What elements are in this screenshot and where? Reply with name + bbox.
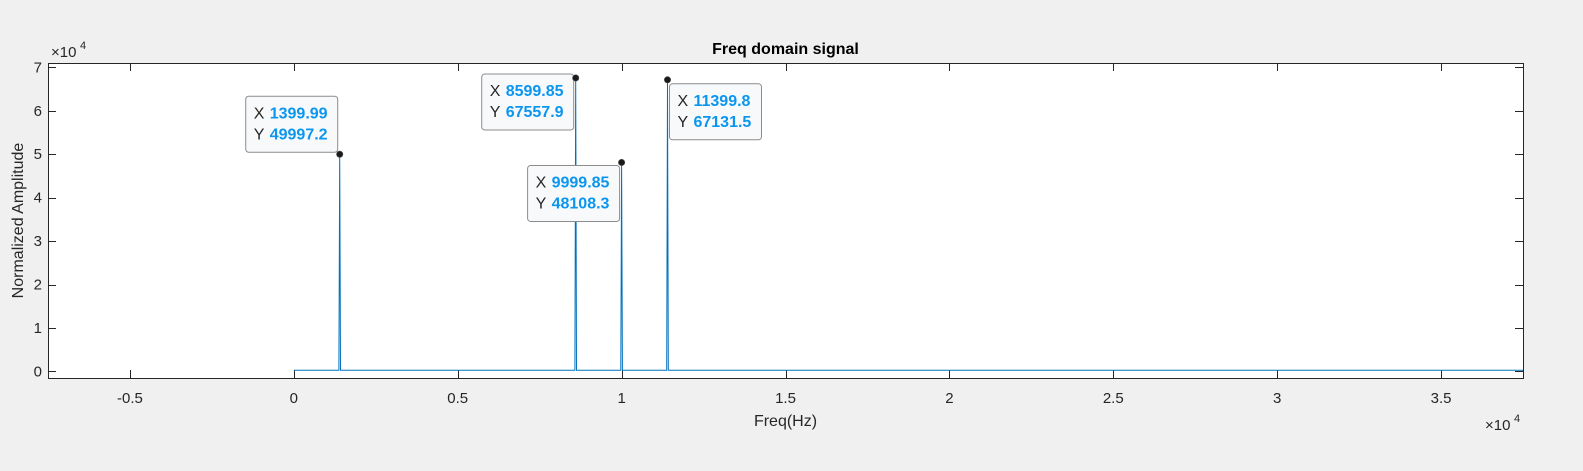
x-exponent-base: ×10: [1485, 417, 1510, 434]
datatips: X 1399.99 Y 49997.2 X 8599.85 Y 67557.9 X 9999.85…: [245, 73, 762, 222]
tick-marks: [48, 63, 1523, 378]
y-exponent-label: ×10 4: [51, 40, 86, 61]
datatip-marker[interactable]: [572, 74, 580, 82]
x-exponent-label: ×10 4: [1485, 413, 1520, 434]
datatip-x-value: 1399.99: [270, 105, 328, 122]
y-tick-label: 3: [34, 233, 42, 250]
datatip-x-key: X: [254, 105, 265, 122]
x-tick-label: 1: [617, 390, 625, 407]
y-axis-label: Normalized Amplitude: [10, 143, 27, 299]
x-tick-labels: -0.5 0 0.5 1 1.5 2 2.5 3 3.5: [117, 390, 1451, 407]
y-tick-label: 5: [34, 146, 42, 163]
y-exponent-power: 4: [80, 40, 86, 52]
datatip-x-value: 8599.85: [506, 83, 564, 100]
datatip-y-value: 67557.9: [506, 104, 564, 121]
x-tick-label: -0.5: [117, 390, 143, 407]
datatip[interactable]: X 11399.8 Y 67131.5: [663, 76, 762, 141]
datatip-box: [481, 73, 575, 131]
datatip-y-key: Y: [677, 114, 688, 131]
chart-title: Freq domain signal: [712, 41, 859, 58]
x-tick-label: 3.5: [1431, 390, 1452, 407]
datatip-x-key: X: [490, 83, 501, 100]
x-tick-label: 1.5: [775, 390, 796, 407]
datatip-box: [245, 95, 339, 153]
datatip[interactable]: X 9999.85 Y 48108.3: [527, 158, 626, 222]
spectrum-line: [293, 77, 1523, 371]
datatip-marker[interactable]: [618, 158, 626, 166]
datatip-y-key: Y: [254, 126, 265, 143]
y-tick-label: 4: [34, 190, 42, 207]
x-tick-label: 0: [290, 390, 298, 407]
datatip-y-value: 48108.3: [552, 195, 610, 212]
x-tick-label: 0.5: [447, 390, 468, 407]
x-tick-label: 2.5: [1103, 390, 1124, 407]
datatip[interactable]: X 8599.85 Y 67557.9: [481, 73, 580, 131]
datatip-x-key: X: [536, 174, 547, 191]
datatip-y-key: Y: [536, 195, 547, 212]
y-tick-label: 7: [34, 59, 42, 76]
y-tick-label: 2: [34, 277, 42, 294]
datatip-x-value: 9999.85: [552, 174, 610, 191]
y-tick-label: 6: [34, 103, 42, 120]
x-tick-label: 3: [1273, 390, 1281, 407]
axes-box: [48, 63, 1524, 379]
datatip-y-key: Y: [490, 104, 501, 121]
y-tick-label: 1: [34, 320, 42, 337]
datatip-marker[interactable]: [663, 76, 671, 84]
series-line: [293, 77, 1523, 371]
y-exponent-base: ×10: [51, 44, 76, 61]
datatip-y-value: 49997.2: [270, 126, 328, 143]
datatip-y-value: 67131.5: [693, 114, 751, 131]
y-tick-labels: 0 1 2 3 4 5 6 7: [34, 59, 42, 380]
datatip-x-value: 11399.8: [693, 93, 750, 110]
datatip-marker[interactable]: [336, 150, 344, 158]
y-tick-label: 0: [34, 363, 42, 380]
x-axis-label: Freq(Hz): [754, 413, 817, 430]
x-exponent-power: 4: [1514, 413, 1520, 425]
datatip-box: [527, 164, 621, 222]
x-tick-label: 2: [945, 390, 953, 407]
datatip-box: [668, 83, 762, 141]
datatip[interactable]: X 1399.99 Y 49997.2: [245, 95, 344, 158]
datatip-x-key: X: [677, 93, 688, 110]
